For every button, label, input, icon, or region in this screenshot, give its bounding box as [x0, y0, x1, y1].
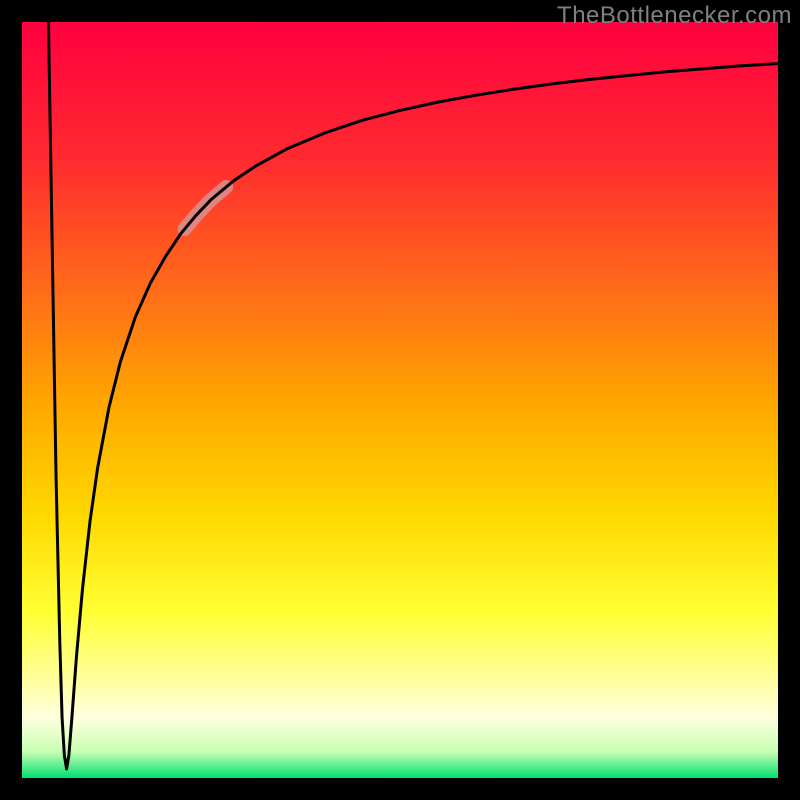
watermark-text: TheBottlenecker.com [557, 2, 792, 30]
frame-right [778, 0, 800, 800]
frame-bottom [0, 778, 800, 800]
chart-container: TheBottlenecker.com [0, 0, 800, 800]
bottleneck-chart [0, 0, 800, 800]
frame-left [0, 0, 22, 800]
plot-background [22, 22, 778, 778]
